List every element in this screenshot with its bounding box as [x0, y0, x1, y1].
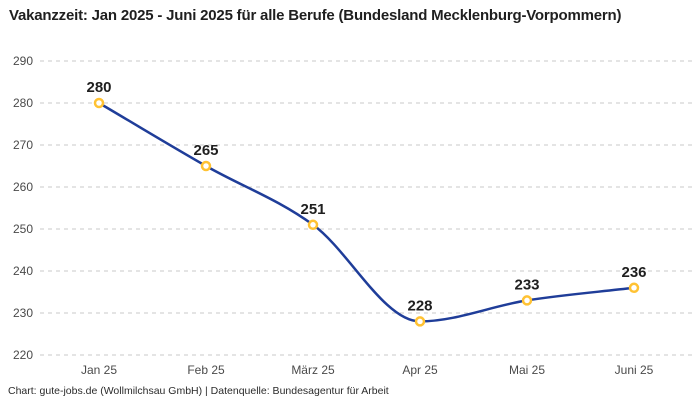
- x-axis-tick-label: Mai 25: [509, 363, 545, 377]
- y-axis-tick-label: 240: [13, 264, 33, 278]
- series-line: [98, 101, 635, 323]
- x-axis-tick-label: Apr 25: [402, 363, 438, 377]
- y-axis-tick-label: 230: [13, 306, 33, 320]
- data-point-label: 233: [514, 276, 539, 293]
- x-axis-tick-label: Jan 25: [81, 363, 117, 377]
- y-axis-tick-label: 280: [13, 96, 33, 110]
- line-chart: 290 280 270 260 250 240 230 220 Jan 25 Feb 25 März…: [0, 50, 700, 382]
- data-point-marker: [521, 295, 533, 306]
- y-axis-tick-label: 220: [13, 348, 33, 362]
- data-point-marker: [307, 219, 319, 231]
- data-point-marker: [93, 97, 105, 109]
- data-point-marker: [200, 160, 212, 172]
- x-axis-tick-label: März 25: [291, 363, 335, 377]
- y-axis-tick-label: 250: [13, 222, 33, 236]
- data-point-label: 265: [193, 142, 218, 159]
- y-axis-tick-label: 290: [13, 54, 33, 68]
- data-point-marker: [628, 282, 640, 294]
- x-axis-tick-label: Feb 25: [187, 363, 225, 377]
- chart-canvas: 290 280 270 260 250 240 230 220 Jan 25 Feb 25 März…: [13, 54, 693, 377]
- chart-title: Vakanzzeit: Jan 2025 - Juni 2025 für all…: [9, 7, 622, 24]
- data-point-label: 228: [407, 297, 432, 314]
- y-axis-tick-label: 270: [13, 138, 33, 152]
- y-axis-tick-label: 260: [13, 180, 33, 194]
- data-point-label: 280: [86, 79, 111, 96]
- chart-credit: Chart: gute-jobs.de (Wollmilchsau GmbH) …: [8, 385, 389, 397]
- data-point-label: 251: [300, 201, 325, 218]
- data-point-label: 236: [621, 264, 646, 281]
- x-axis-tick-label: Juni 25: [615, 363, 654, 377]
- data-point-marker: [414, 316, 426, 327]
